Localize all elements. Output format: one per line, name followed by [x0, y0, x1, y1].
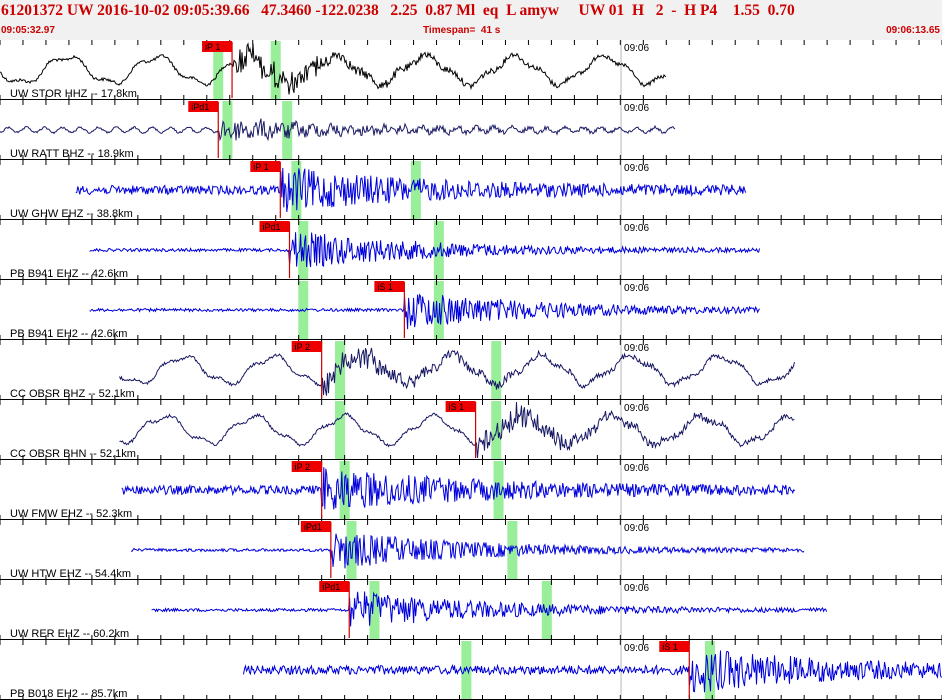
trace-row: 09:06 iP 1 UW GHW EHZ -- 38.8km	[0, 160, 942, 220]
trace-row: 09:06 iPd1 PB B941 EHZ -- 42.6km	[0, 220, 942, 280]
minute-tick-label: 09:06	[624, 223, 649, 234]
theoretical-arrival-band	[410, 161, 421, 219]
pick-label: iPd1	[191, 102, 209, 112]
minute-tick-label: 09:06	[624, 523, 649, 534]
start-time-label: 09:05:32.97	[1, 25, 55, 36]
pick-flag	[259, 221, 290, 232]
waveform-trace	[89, 293, 760, 330]
minute-tick-label: 09:06	[624, 103, 649, 114]
waveform-trace	[0, 118, 676, 142]
pick-flag	[291, 341, 322, 352]
trace-row: 09:06 iS 1 PB B018 EH2 -- 85.7km	[0, 640, 942, 700]
pick-flag	[300, 521, 331, 532]
seismogram-panel[interactable]: 09:06 iP 1 UW STOR HHZ -- 17.8km 09:06 iPd1 U…	[0, 40, 942, 700]
pick-flag	[319, 581, 350, 592]
waveform-trace	[151, 591, 828, 627]
waveform-trace	[243, 650, 942, 693]
trace-row: 09:06 iP 1 UW STOR HHZ -- 17.8km	[0, 40, 942, 100]
pick-label: iPd1	[262, 222, 280, 232]
theoretical-arrival-band	[704, 641, 715, 699]
station-label: UW RATT BHZ -- 18.9km	[10, 148, 134, 160]
trace-row: 09:06 iPd1 UW HTW EHZ -- 54.4km	[0, 520, 942, 580]
minute-tick-label: 09:06	[624, 583, 649, 594]
station-label: PB B018 EH2 -- 85.7km	[10, 688, 127, 700]
minute-tick-label: 09:06	[624, 163, 649, 174]
station-label: UW GHW EHZ -- 38.8km	[10, 208, 133, 220]
pick-label: iP 2	[295, 462, 310, 472]
minute-tick-label: 09:06	[624, 403, 649, 414]
pick-flag	[188, 101, 219, 112]
minute-tick-label: 09:06	[624, 463, 649, 474]
pick-label: iS 1	[449, 402, 465, 412]
trace-row: 09:06 iP 2 UW FMW EHZ -- 52.3km	[0, 460, 942, 520]
pick-flag	[445, 401, 476, 412]
theoretical-arrival-band	[493, 461, 504, 519]
end-time-label: 09:06:13.65	[886, 25, 940, 36]
pick-flag	[291, 461, 322, 472]
station-label: UW HTW EHZ -- 54.4km	[10, 568, 131, 580]
trace-row: 09:06 iS 1 CC OBSR BHN -- 52.1km	[0, 400, 942, 460]
pick-label: iPd1	[322, 582, 340, 592]
minute-tick-label: 09:06	[624, 343, 649, 354]
theoretical-arrival-band	[433, 221, 444, 279]
pick-label: iS 1	[662, 642, 678, 652]
pick-label: iP 2	[295, 342, 310, 352]
theoretical-arrival-band	[213, 41, 224, 99]
station-label: PB B941 EH2 -- 42.6km	[10, 328, 127, 340]
pick-flag	[250, 161, 281, 172]
station-label: CC OBSR BHN -- 52.1km	[10, 448, 136, 460]
minute-tick-label: 09:06	[624, 43, 649, 54]
station-label: PB B941 EHZ -- 42.6km	[10, 268, 128, 280]
theoretical-arrival-band	[369, 581, 380, 639]
station-label: CC OBSR BHZ -- 52.1km	[10, 388, 135, 400]
pick-flag	[374, 281, 405, 292]
waveform-trace	[119, 347, 795, 396]
pick-flag	[202, 41, 233, 52]
station-label: UW FMW EHZ -- 52.3km	[10, 508, 132, 520]
event-header: 61201372 UW 2016-10-02 09:05:39.66 47.34…	[0, 0, 942, 40]
trace-row: 09:06 iP 2 CC OBSR BHZ -- 52.1km	[0, 340, 942, 400]
waveform-trace	[121, 467, 796, 510]
waveform-trace	[130, 533, 805, 569]
event-summary-line: 61201372 UW 2016-10-02 09:05:39.66 47.34…	[1, 2, 795, 19]
pick-flag	[659, 641, 690, 652]
pick-label: iP 1	[253, 162, 268, 172]
waveform-trace	[0, 42, 667, 95]
theoretical-arrival-band	[461, 641, 472, 699]
waveform-trace	[75, 167, 747, 212]
trace-row: 09:06 iPd1 UW RER EHZ -- 60.2km	[0, 580, 942, 640]
trace-row: 09:06 iPd1 UW RATT BHZ -- 18.9km	[0, 100, 942, 160]
theoretical-arrival-band	[346, 521, 357, 579]
waveform-trace	[119, 401, 795, 459]
trace-row: 09:06 iS 1 PB B941 EH2 -- 42.6km	[0, 280, 942, 340]
pick-label: iPd1	[304, 522, 322, 532]
theoretical-arrival-band	[335, 401, 346, 459]
station-label: UW STOR HHZ -- 17.8km	[10, 88, 137, 100]
pick-label: iP 1	[205, 42, 220, 52]
pick-label: iS 1	[377, 282, 393, 292]
minute-tick-label: 09:06	[624, 643, 649, 654]
theoretical-arrival-band	[491, 341, 502, 399]
minute-tick-label: 09:06	[624, 283, 649, 294]
theoretical-arrival-band	[270, 41, 281, 99]
station-label: UW RER EHZ -- 60.2km	[10, 628, 129, 640]
waveform-trace	[89, 232, 761, 268]
timespan-label: Timespan= 41 s	[423, 25, 501, 36]
